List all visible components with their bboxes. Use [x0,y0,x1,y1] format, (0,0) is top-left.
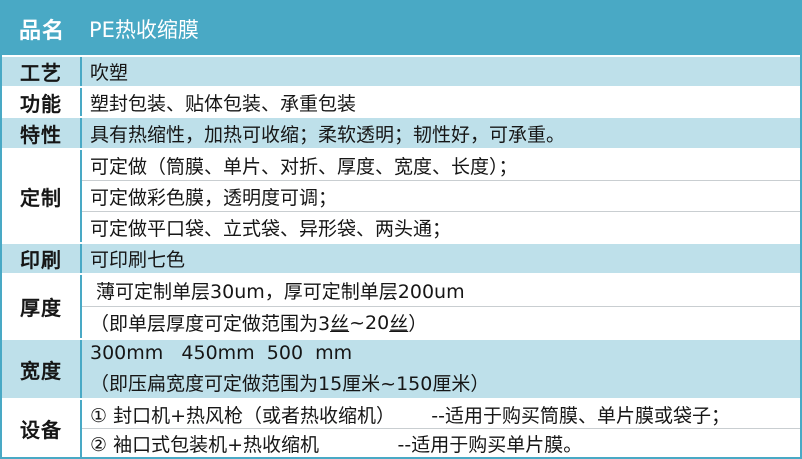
equipment-line-2: ② 袖口式包装机+热收缩机 --适用于购买单片膜。 [82,428,800,457]
width-content: 300mm 450mm 500 mm （即压扁宽度可定做范围为15厘米~150厘… [82,340,800,398]
custom-line-3: 可定做平口袋、立式袋、异形袋、两头通； [82,211,800,242]
print-value: 可印刷七色 [90,249,186,271]
print-label: 印刷 [2,244,82,273]
header-content: PE热收缩膜 [82,2,800,55]
row-width: 宽度 300mm 450mm 500 mm （即压扁宽度可定做范围为15厘米~1… [2,338,800,398]
function-label: 功能 [2,88,82,116]
craft-label: 工艺 [2,57,82,86]
row-craft: 工艺 吹塑 [2,55,800,86]
thickness-note-underlined: 丝 [330,313,350,335]
craft-content: 吹塑 [82,57,800,86]
thickness-line-1: 薄可定制单层30um，厚可定制单层200um [90,281,465,303]
feature-label: 特性 [2,118,82,148]
function-content: 塑封包装、贴体包装、承重包装 [82,88,800,116]
feature-value: 具有热缩性，加热可收缩；柔软透明；韧性好，可承重。 [90,123,566,146]
equipment-label: 设备 [2,400,82,457]
width-label: 宽度 [2,340,82,398]
thickness-label: 厚度 [2,275,82,338]
width-line-1: 300mm 450mm 500 mm [90,342,353,365]
row-custom: 定制 可定做（筒膜、单片、对折、厚度、宽度、长度）； 可定做彩色膜，透明度可调；… [2,148,800,242]
thickness-note-underlined: 丝 [389,313,409,335]
print-content: 可印刷七色 [82,244,800,273]
equipment-content: ① 封口机+热风枪（或者热收缩机） --适用于购买筒膜、单片膜或袋子； ② 袖口… [82,400,800,457]
thickness-content: 薄可定制单层30um，厚可定制单层200um （即单层厚度可定做范围为3 丝 ~20… [82,275,800,338]
custom-label: 定制 [2,150,82,242]
custom-content: 可定做（筒膜、单片、对折、厚度、宽度、长度）； 可定做彩色膜，透明度可调； 可定… [82,150,800,242]
row-equipment: 设备 ① 封口机+热风枪（或者热收缩机） --适用于购买筒膜、单片膜或袋子； ②… [2,398,800,457]
row-product-name: 品名 PE热收缩膜 [2,2,800,55]
thickness-note-part: ） [408,313,428,335]
row-feature: 特性 具有热缩性，加热可收缩；柔软透明；韧性好，可承重。 [2,116,800,148]
thickness-note: （即单层厚度可定做范围为3 丝 ~20 丝） [82,306,800,338]
custom-line-2: 可定做彩色膜，透明度可调； [82,180,800,211]
thickness-note-part: ~20 [349,311,390,334]
width-line-2: （即压扁宽度可定做范围为15厘米~150厘米） [90,372,490,395]
row-thickness: 厚度 薄可定制单层30um，厚可定制单层200um （即单层厚度可定做范围为3 丝… [2,273,800,338]
row-function: 功能 塑封包装、贴体包装、承重包装 [2,86,800,116]
thickness-note-part: （即单层厚度可定做范围为3 [90,313,331,335]
custom-line-1: 可定做（筒膜、单片、对折、厚度、宽度、长度）； [90,155,518,178]
equipment-line-1: ① 封口机+热风枪（或者热收缩机） --适用于购买筒膜、单片膜或袋子； [90,404,730,427]
header-label: 品名 [18,18,65,44]
product-name-title: PE热收缩膜 [89,17,199,42]
row-print: 印刷 可印刷七色 [2,242,800,273]
craft-value: 吹塑 [90,62,129,84]
feature-content: 具有热缩性，加热可收缩；柔软透明；韧性好，可承重。 [82,118,800,148]
function-value: 塑封包装、贴体包装、承重包装 [90,92,357,115]
